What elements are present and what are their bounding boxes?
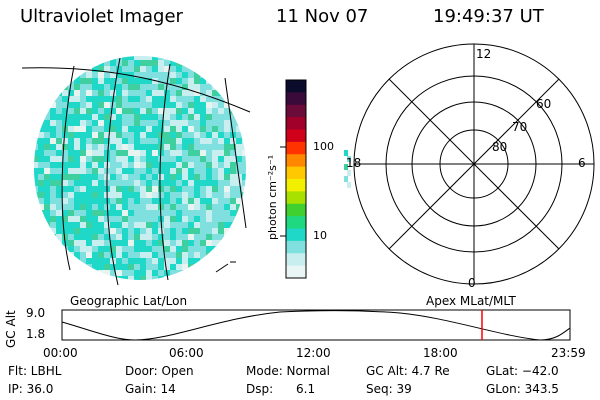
altitude-y-tick-min: 1.8: [26, 327, 46, 341]
status-dsp: Dsp: 6.1: [246, 382, 316, 396]
status-flt: Flt: LBHL: [8, 364, 62, 378]
colorbar-segment: [286, 166, 306, 180]
lat-label-60: 60: [536, 97, 552, 111]
status-glon: GLon: 343.5: [486, 382, 559, 396]
colorbar-segment: [286, 129, 306, 143]
status-seq: Seq: 39: [366, 382, 412, 396]
colorbar-segment: [286, 141, 306, 155]
altitude-x-tick-0000: 00:00: [43, 346, 78, 360]
colorbar-segment: [286, 240, 306, 254]
altitude-curve: [61, 310, 571, 341]
status-door: Door: Open: [125, 364, 194, 378]
polar-grid: [353, 43, 595, 285]
color-scale-bar: [286, 80, 306, 279]
mlt-label-18: 18: [346, 156, 362, 170]
colorbar-segment: [286, 179, 306, 192]
colorbar-segment: [286, 104, 306, 118]
mlt-label-6: 6: [578, 156, 586, 170]
altitude-x-tick-2359: 23:59: [551, 346, 586, 360]
mlt-label-12: 12: [476, 47, 492, 61]
lat-label-70: 70: [512, 120, 528, 134]
status-glat: GLat: −42.0: [486, 364, 559, 378]
date-label: 11 Nov 07: [276, 6, 369, 27]
colorbar-unit-label: photon cm⁻²s⁻¹: [266, 154, 279, 240]
colorbar-segment: [286, 191, 306, 205]
colorbar-tick-10: 10: [313, 229, 327, 242]
status-mode: Mode: Normal: [246, 364, 330, 378]
geographic-grid: [21, 57, 251, 286]
altitude-x-tick-1200: 12:00: [296, 346, 331, 360]
colorbar-segment: [286, 253, 306, 267]
altitude-x-tick-0600: 06:00: [169, 346, 204, 360]
altitude-x-tick-1800: 18:00: [423, 346, 458, 360]
instrument-title: Ultraviolet Imager: [20, 6, 183, 27]
geographic-label: Geographic Lat/Lon: [70, 294, 188, 308]
colorbar-segment: [286, 154, 306, 168]
polar-image-fragment: [344, 150, 351, 188]
status-ip: IP: 36.0: [8, 382, 54, 396]
colorbar-segment: [286, 80, 306, 93]
colorbar-tick-100: 100: [313, 140, 334, 153]
apex-label: Apex MLat/MLT: [426, 294, 516, 308]
lat-label-80: 80: [492, 140, 508, 154]
colorbar-segment: [286, 117, 306, 131]
colorbar-segment: [286, 216, 306, 230]
altitude-y-tick-max: 9.0: [26, 306, 46, 320]
colorbar-segment: [286, 228, 306, 242]
status-gain: Gain: 14: [125, 382, 176, 396]
colorbar-segment: [286, 265, 306, 279]
altitude-y-label: GC Alt: [4, 310, 18, 348]
colorbar-segment: [286, 92, 306, 106]
time-label: 19:49:37 UT: [433, 6, 544, 27]
colorbar-segment: [286, 203, 306, 217]
mlt-label-0: 0: [468, 276, 476, 290]
altitude-plot-frame: [61, 309, 571, 341]
status-gc-alt: GC Alt: 4.7 Re: [366, 364, 450, 378]
